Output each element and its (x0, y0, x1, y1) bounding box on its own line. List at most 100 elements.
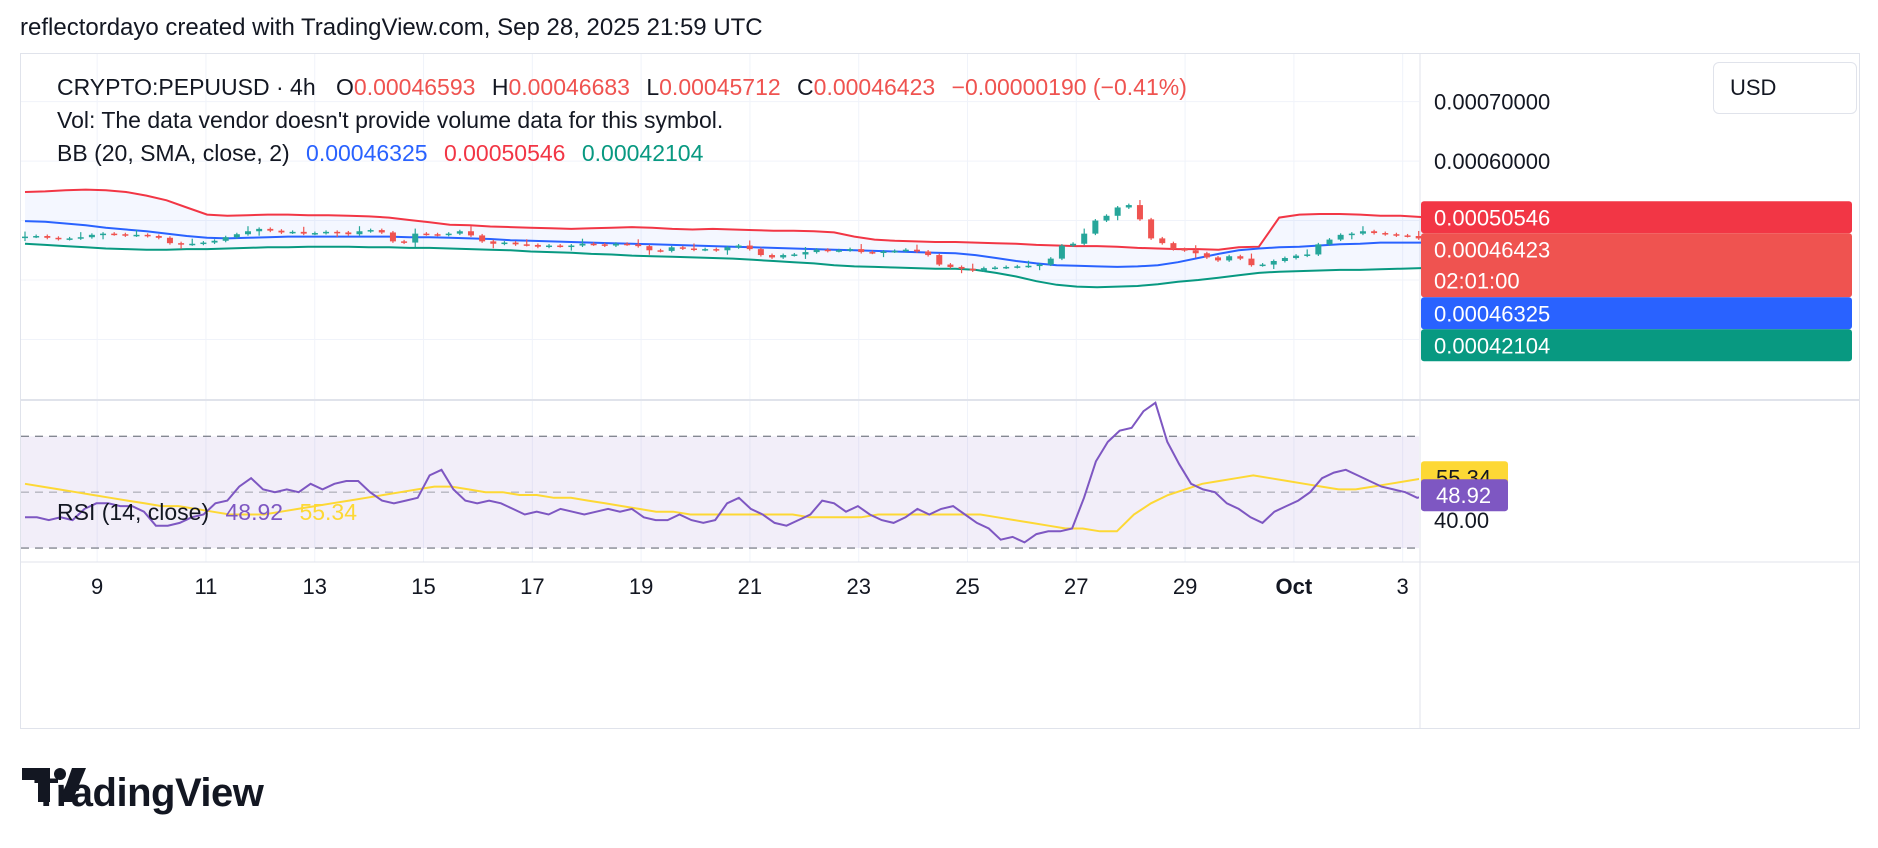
time-tick-label: 3 (1397, 574, 1409, 599)
rsi-ma-line (24, 474, 1419, 533)
candle-body (869, 252, 876, 254)
candle-body (166, 237, 173, 244)
candle-body (77, 237, 84, 239)
bb-label: BB (20, SMA, close, 2) (57, 140, 290, 166)
candle-body (1248, 258, 1255, 266)
candle-body (735, 245, 742, 248)
candle-body (278, 230, 285, 233)
candle-body (378, 230, 385, 233)
candle-body (1003, 266, 1010, 269)
candle-body (1337, 234, 1344, 240)
candle-body (1304, 254, 1311, 256)
candle-body (746, 245, 753, 250)
tradingview-logo-icon (22, 768, 86, 802)
rsi-legend: RSI (14, close) 48.92 55.34 (57, 499, 367, 526)
candle-body (100, 233, 107, 236)
candle-body (66, 238, 73, 240)
open-label: O (336, 74, 354, 100)
low-label: L (646, 74, 660, 100)
candle-body (969, 268, 976, 271)
time-tick-label: 29 (1173, 574, 1197, 599)
candle-body (1237, 256, 1244, 259)
candle-body (1170, 243, 1177, 250)
candle-body (1415, 236, 1422, 239)
countdown-label: 02:01:00 (1434, 268, 1520, 293)
candle-body (780, 255, 787, 258)
currency-selector[interactable]: USD (1713, 62, 1857, 114)
candle-body (155, 236, 162, 238)
bb-upper-value: 0.00050546 (443, 140, 566, 166)
candle-body (936, 255, 943, 265)
candle-body (891, 250, 898, 253)
candle-body (1382, 233, 1389, 235)
candle-body (1270, 261, 1277, 265)
candle-body (1359, 231, 1366, 234)
time-tick-label: Oct (1276, 574, 1313, 599)
bb-upper-line (24, 188, 1442, 251)
price-tag (1421, 329, 1852, 362)
time-tick-label: 21 (738, 574, 762, 599)
candle-body (1159, 238, 1166, 244)
close-label: C (797, 74, 814, 100)
rsi-value: 48.92 (225, 499, 284, 525)
candle-body (467, 231, 474, 236)
candle-body (1326, 239, 1333, 245)
candle-body (22, 236, 28, 239)
bb-legend: BB (20, SMA, close, 2) 0.00046325 0.0005… (57, 140, 713, 167)
candle-body (512, 242, 519, 245)
candle-body (178, 243, 185, 245)
chart-frame[interactable]: 0.000700000.000600000.000300000.00050546… (20, 53, 1860, 729)
candle-body (947, 264, 954, 267)
candle-body (902, 249, 909, 252)
candle-body (1371, 231, 1378, 234)
price-tag-label: 0.00046423 (1434, 237, 1550, 262)
rsi-band-background (21, 436, 1419, 549)
candle-body (1036, 264, 1043, 267)
change-value: −0.00000190 (−0.41%) (951, 74, 1187, 100)
candle-body (1014, 266, 1021, 268)
candle-body (267, 228, 274, 231)
page-title: reflectordayo created with TradingView.c… (20, 14, 763, 41)
candle-body (1192, 250, 1199, 254)
candle-body (992, 267, 999, 270)
candle-body (434, 234, 441, 236)
candle-body (1181, 249, 1188, 251)
candle-body (311, 233, 318, 235)
candle-body (1293, 255, 1300, 259)
candle-body (1404, 235, 1411, 237)
candle-body (1393, 234, 1400, 236)
candle-body (445, 233, 452, 236)
candle-body (534, 244, 541, 247)
price-tick-label: 0.00070000 (1434, 90, 1550, 115)
candle-body (958, 266, 965, 269)
candle-body (1259, 264, 1266, 267)
low-value: 0.00045712 (659, 74, 781, 100)
chart-svg[interactable]: 0.000700000.000600000.000300000.00050546… (21, 54, 1859, 728)
candle-body (925, 251, 932, 256)
candle-body (601, 244, 608, 246)
bb-background-fill (25, 189, 1441, 288)
time-tick-label: 19 (629, 574, 653, 599)
candle-body (189, 243, 196, 246)
candle-body (222, 237, 229, 241)
candle-body (1148, 219, 1155, 239)
candle-body (55, 237, 62, 240)
candle-body (1047, 258, 1054, 265)
candle-body (401, 241, 408, 243)
bb-lower-line (24, 242, 1442, 289)
time-tick-label: 27 (1064, 574, 1088, 599)
candle-body (1281, 258, 1288, 261)
candle-body (144, 234, 151, 237)
rsi-line (25, 401, 1419, 544)
time-tick-label: 23 (846, 574, 870, 599)
candle-body (568, 245, 575, 248)
tradingview-logo[interactable]: TradingView (22, 768, 264, 818)
time-tick-label: 25 (955, 574, 979, 599)
candle-body (412, 233, 419, 243)
candle-body (835, 250, 842, 252)
candle-body (300, 231, 307, 234)
candle-body (1215, 257, 1222, 261)
price-tag (1421, 233, 1852, 298)
candle-body (456, 231, 463, 234)
candle-body (490, 241, 497, 244)
